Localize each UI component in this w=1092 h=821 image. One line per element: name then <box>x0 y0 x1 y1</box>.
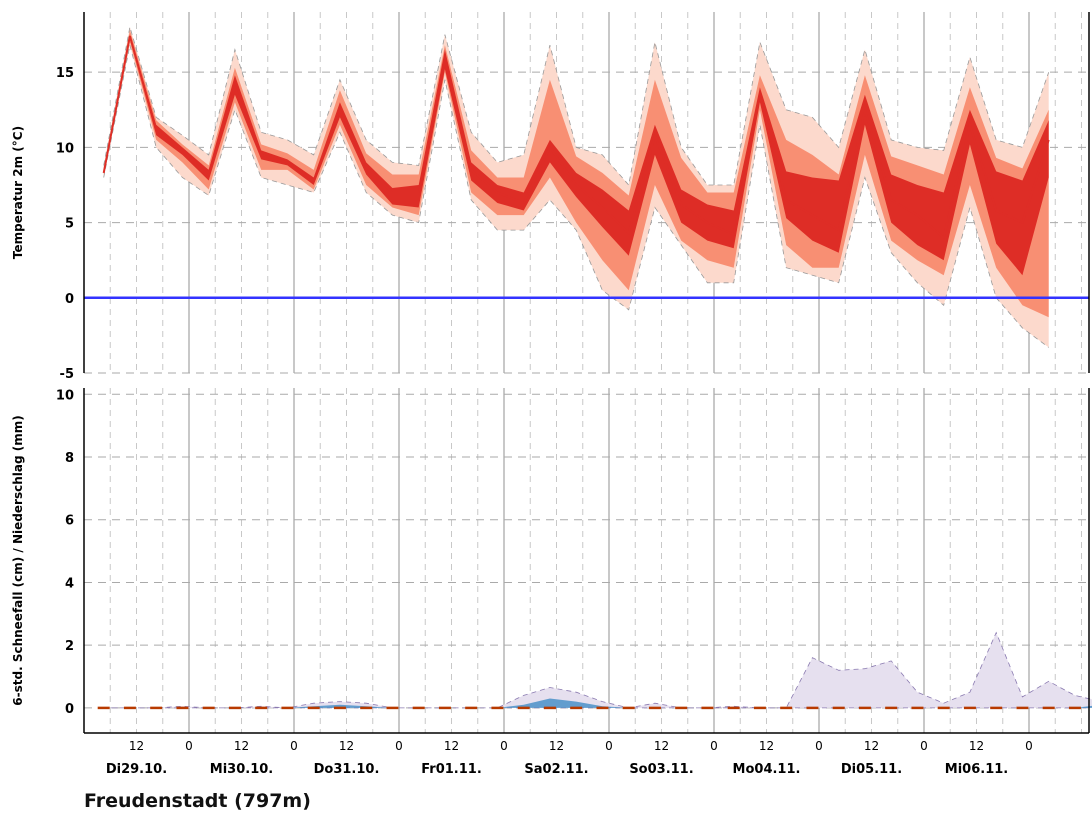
precip-y-tick-label: 8 <box>65 451 74 466</box>
x-day-label: Do31.10. <box>314 762 380 777</box>
x-day-label: Mo04.11. <box>733 762 801 777</box>
x-hour-tick-label: 12 <box>864 739 879 753</box>
x-hour-tick-label: 12 <box>969 739 984 753</box>
station-title: Freudenstadt (797m) <box>84 790 311 812</box>
precip-median-area <box>103 698 1092 708</box>
x-hour-tick-label: 0 <box>920 739 928 753</box>
temp-y-axis-label: Temperatur 2m (°C) <box>11 126 25 259</box>
x-hour-tick-label: 0 <box>710 739 718 753</box>
x-day-label: Fr01.11. <box>421 762 482 777</box>
x-day-label: Mi06.11. <box>945 762 1008 777</box>
x-hour-tick-label: 0 <box>290 739 298 753</box>
precip-y-tick-label: 2 <box>65 639 74 654</box>
x-day-label: So03.11. <box>629 762 693 777</box>
precip-y-tick-label: 6 <box>65 514 74 529</box>
x-day-label: Di05.11. <box>841 762 902 777</box>
temp-y-tick-label: -5 <box>60 367 74 382</box>
temp-y-tick-label: 5 <box>65 217 74 232</box>
x-hour-tick-label: 12 <box>234 739 249 753</box>
precip-y-tick-label: 0 <box>65 702 74 717</box>
x-hour-tick-label: 0 <box>185 739 193 753</box>
precip-y-tick-label: 4 <box>65 576 74 591</box>
temp-y-tick-label: 0 <box>65 292 74 307</box>
x-day-label: Sa02.11. <box>524 762 588 777</box>
temp-y-tick-label: 10 <box>56 141 74 156</box>
x-hour-tick-label: 0 <box>815 739 823 753</box>
precip-y-tick-label: 10 <box>56 388 74 403</box>
x-hour-tick-label: 0 <box>500 739 508 753</box>
temp-median-line <box>102 35 1050 240</box>
x-hour-tick-label: 0 <box>395 739 403 753</box>
x-hour-tick-label: 12 <box>759 739 774 753</box>
precip-y-axis-label: 6-std. Schneefall (cm) / Niederschlag (m… <box>11 415 25 705</box>
x-hour-tick-label: 12 <box>549 739 564 753</box>
temp-y-tick-label: 15 <box>56 66 74 81</box>
x-hour-tick-label: 12 <box>129 739 144 753</box>
x-hour-tick-label: 0 <box>605 739 613 753</box>
temp-lower-envelope <box>103 45 1049 348</box>
x-day-label: Mi30.10. <box>210 762 273 777</box>
x-day-label: Di29.10. <box>106 762 167 777</box>
x-hour-tick-label: 0 <box>1025 739 1033 753</box>
x-hour-tick-label: 12 <box>444 739 459 753</box>
temp-upper-envelope <box>103 26 1050 186</box>
x-hour-tick-label: 12 <box>654 739 669 753</box>
x-hour-tick-label: 12 <box>339 739 354 753</box>
precip-spread-area <box>103 631 1092 709</box>
